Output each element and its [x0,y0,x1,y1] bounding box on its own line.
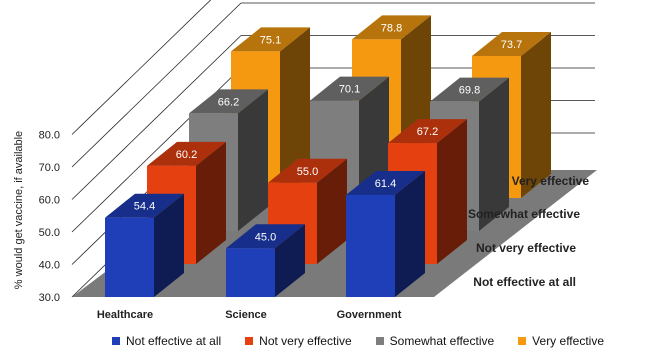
bar-top [226,224,305,249]
data-label: 45.0 [255,231,276,243]
bar-top [189,89,268,114]
bars [105,15,551,297]
gridline-diagonal [71,2,242,168]
bar-side [154,193,184,297]
legend-swatch [375,337,384,345]
bar-top [352,15,431,40]
legend-item: Not effective at all [112,334,221,348]
y-tick-label: 50.0 [39,227,60,239]
data-label: 70.1 [339,84,360,96]
y-tick-label: 80.0 [39,130,60,142]
data-label: 60.2 [176,149,197,161]
bar-top [346,170,425,195]
data-label: 75.1 [260,34,281,46]
data-label: 69.8 [459,85,480,97]
data-label: 67.2 [417,126,438,138]
data-label: 55.0 [297,166,318,178]
legend-swatch [518,337,527,345]
y-tick-label: 30.0 [39,292,60,304]
legend-label: Not effective at all [126,334,222,348]
bar-side [479,77,509,232]
bar-side [395,170,425,297]
gridline-diagonal [71,35,242,200]
bar-top [472,31,551,56]
legend-swatch [112,337,120,345]
legend-label: Not very effective [259,334,352,348]
gridline-diagonal [71,0,212,135]
bar-side [196,141,226,264]
bar-front [346,194,395,297]
bar-top [105,193,184,218]
bar-side [521,31,551,198]
data-label: 66.2 [218,96,239,108]
depth-axis-label: Not effective at all [473,275,576,289]
depth-axis-label: Very effective [512,174,590,188]
data-label: 61.4 [375,178,396,190]
bar-top [388,119,467,144]
data-label: 73.7 [501,39,522,51]
depth-axis-label: Not very effective [476,241,576,255]
bar-not-effective-at-all [105,193,184,297]
bar-top [430,77,509,102]
bar-front [105,217,154,297]
bar-top [147,141,226,166]
bar-side [280,27,310,198]
labels: 30.0 40.0 50.0 60.0 70.0 80.0 73.7 78.8 75.1 69.8… [13,22,589,321]
legend: Not effective at all Not very effective So… [112,332,672,350]
bar-top [268,158,347,183]
bar-not-effective-at-all [346,170,425,297]
legend-swatch [245,337,254,345]
category-label: Science [225,309,267,321]
bar-side [437,119,467,264]
y-tick-label: 60.0 [39,195,60,207]
category-label: Government [337,309,402,321]
depth-axis-label: Somewhat effective [468,207,580,221]
y-tick-label: 70.0 [39,162,60,174]
legend-item: Somewhat effective [375,334,495,348]
legend-label: Very effective [532,334,604,348]
bar-side [275,224,305,297]
data-label: 54.4 [134,201,155,213]
y-tick-label: 40.0 [39,260,60,272]
legend-item: Not very effective [245,334,352,348]
bar-side [238,89,268,231]
bar-top [231,27,310,52]
y-axis-label: % would get vaccine, if available [13,131,25,289]
bar-top [310,76,389,101]
data-label: 78.8 [381,22,402,34]
category-label: Healthcare [97,309,153,321]
bar-side [317,158,347,264]
bar-front [226,248,275,297]
legend-label: Somewhat effective [389,334,495,348]
bar-not-effective-at-all [226,224,305,297]
legend-item: Very effective [518,334,604,348]
